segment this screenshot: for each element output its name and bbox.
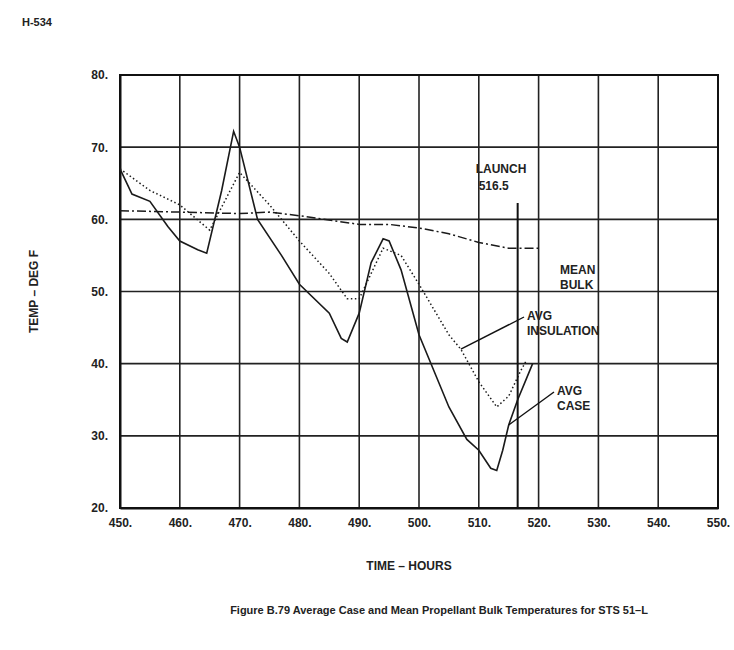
- series-line: [120, 131, 533, 470]
- tick-label: 60.: [91, 213, 108, 227]
- tick: 480.: [288, 508, 311, 530]
- grid: [120, 75, 718, 508]
- tick-label: 460.: [169, 516, 192, 530]
- tick: 550.: [707, 508, 730, 530]
- chart-title: Figure B.79 Average Case and Mean Propel…: [230, 604, 648, 616]
- tick-label: 50.: [91, 285, 108, 299]
- tick-label: 480.: [288, 516, 311, 530]
- tick-label: 30.: [91, 429, 108, 443]
- grid-line-y: [120, 363, 718, 365]
- plot: 450. 460. 470. 480. 490. 500. 510. 520. 530. 540.…: [91, 68, 730, 529]
- tick: 60.: [91, 213, 120, 227]
- grid-line-y: [120, 291, 718, 293]
- plot-frame: [120, 75, 718, 508]
- tick-label: 520.: [527, 516, 550, 530]
- tick-label: 70.: [91, 141, 108, 155]
- tick: 540.: [647, 508, 670, 530]
- tick-label: 20.: [91, 501, 108, 515]
- tick: 70.: [91, 141, 120, 155]
- y-axis: 20. 30. 40. 50. 60. 70. 80.: [91, 68, 120, 515]
- tick-label: 470.: [228, 516, 251, 530]
- tick: 530.: [587, 508, 610, 530]
- label-leader: [461, 317, 524, 349]
- tick: 490.: [348, 508, 371, 530]
- tick: 20.: [91, 501, 120, 515]
- tick: 500.: [408, 508, 431, 530]
- tick-label: 450.: [109, 516, 132, 530]
- tick: 460.: [169, 508, 192, 530]
- series-group: [120, 131, 539, 470]
- tick: 50.: [91, 285, 120, 299]
- grid-line-y: [120, 435, 718, 437]
- axis-line: [121, 508, 719, 510]
- tick-label: 80.: [91, 68, 108, 82]
- page-header: H-534: [22, 16, 53, 28]
- tick-label: 540.: [647, 516, 670, 530]
- tick-label: 40.: [91, 357, 108, 371]
- tick-label: 510.: [468, 516, 491, 530]
- grid-line-y: [120, 219, 718, 221]
- series-label: MEANBULK: [560, 263, 595, 292]
- series-label: AVGINSULATION: [527, 309, 599, 338]
- tick: 30.: [91, 429, 120, 443]
- axis-line: [120, 76, 122, 509]
- tick: 40.: [91, 357, 120, 371]
- tick: 510.: [468, 508, 491, 530]
- x-axis-title: TIME – HOURS: [366, 559, 451, 573]
- tick-label: 500.: [408, 516, 431, 530]
- tick-label: 530.: [587, 516, 610, 530]
- annotation-value: 516.5: [479, 179, 509, 193]
- tick: 520.: [527, 508, 550, 530]
- tick: 80.: [91, 68, 120, 82]
- label-leader: [509, 392, 554, 425]
- y-axis-title: TEMP – DEG F: [27, 250, 41, 333]
- series-line: [120, 169, 527, 407]
- series-label: AVGCASE: [557, 384, 590, 413]
- launch-line: [517, 203, 519, 508]
- tick: 450.: [109, 508, 132, 530]
- x-axis: 450. 460. 470. 480. 490. 500. 510. 520. 530. 540.…: [109, 508, 730, 530]
- grid-line-y: [120, 146, 718, 148]
- annotations: LAUNCH 516.5: [476, 162, 527, 508]
- annotation-label: LAUNCH: [476, 162, 527, 176]
- chart: H-534 450. 460. 470. 480. 490. 500. 510. 520. 530…: [0, 0, 734, 650]
- tick-label: 550.: [707, 516, 730, 530]
- tick: 470.: [228, 508, 251, 530]
- tick-label: 490.: [348, 516, 371, 530]
